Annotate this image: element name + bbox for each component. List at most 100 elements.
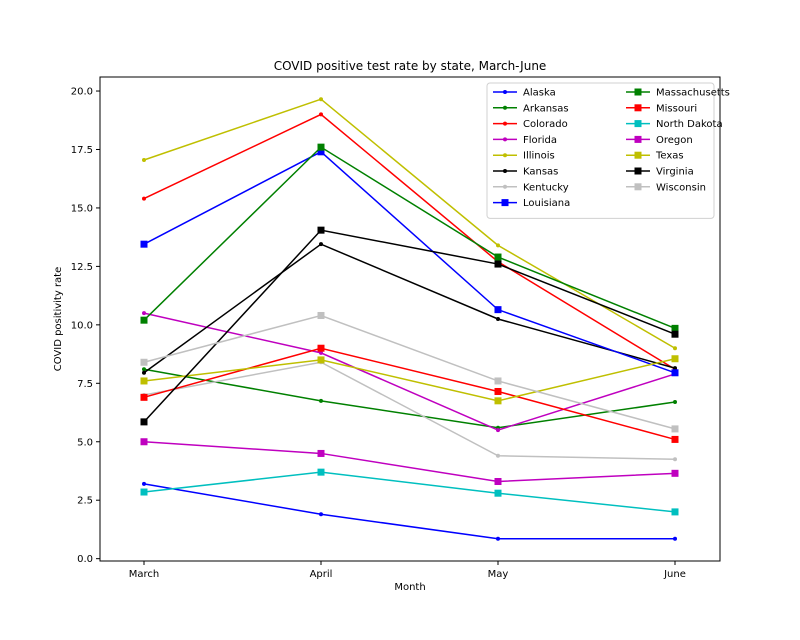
legend-item-virginia: Virginia bbox=[626, 167, 694, 178]
data-point bbox=[494, 377, 502, 385]
data-point bbox=[142, 311, 146, 316]
data-point bbox=[140, 316, 148, 324]
legend-marker bbox=[503, 137, 507, 142]
legend-marker bbox=[634, 183, 642, 191]
legend-label: Massachusetts bbox=[656, 88, 730, 99]
series-louisiana bbox=[140, 148, 679, 377]
legend-item-colorado: Colorado bbox=[493, 119, 568, 130]
legend-item-wisconsin: Wisconsin bbox=[626, 182, 706, 193]
data-point bbox=[671, 369, 679, 377]
data-point bbox=[496, 317, 500, 321]
data-point bbox=[317, 226, 325, 234]
data-point bbox=[671, 508, 679, 516]
data-point bbox=[140, 377, 148, 385]
legend-marker bbox=[503, 90, 507, 94]
x-tick-label: March bbox=[129, 569, 159, 580]
data-point bbox=[671, 355, 679, 363]
series-line bbox=[143, 150, 676, 374]
plot-frame bbox=[99, 76, 721, 562]
data-point bbox=[496, 243, 500, 248]
legend-marker bbox=[503, 153, 507, 158]
data-point bbox=[496, 428, 500, 433]
series-line bbox=[143, 471, 676, 513]
legend-marker bbox=[634, 135, 642, 143]
data-point bbox=[142, 367, 146, 372]
data-point bbox=[319, 97, 323, 102]
y-tick-label: 2.5 bbox=[77, 496, 93, 507]
series-line bbox=[143, 347, 676, 441]
legend-marker bbox=[634, 104, 642, 112]
legend-marker bbox=[503, 121, 507, 126]
legend-marker bbox=[503, 184, 507, 189]
series-line bbox=[143, 312, 676, 431]
series-line bbox=[143, 243, 676, 374]
legend-label: Louisiana bbox=[523, 198, 570, 209]
data-point bbox=[494, 260, 502, 268]
legend-marker bbox=[634, 88, 642, 96]
data-point bbox=[494, 306, 502, 314]
data-point bbox=[494, 397, 502, 405]
data-point bbox=[494, 387, 502, 395]
legend-item-florida: Florida bbox=[493, 135, 557, 146]
series-alaska bbox=[142, 481, 677, 541]
legend-marker bbox=[503, 169, 507, 173]
data-point bbox=[496, 536, 500, 541]
x-tick-label: June bbox=[663, 569, 686, 580]
legend-box bbox=[486, 82, 715, 219]
data-point bbox=[317, 148, 325, 156]
series-line bbox=[143, 361, 676, 461]
y-tick-label: 10.0 bbox=[71, 320, 93, 331]
data-point bbox=[140, 393, 148, 401]
legend-label: Colorado bbox=[523, 119, 568, 130]
data-point bbox=[140, 488, 148, 496]
legend-label: Kentucky bbox=[523, 182, 569, 193]
data-point bbox=[317, 356, 325, 364]
data-point bbox=[142, 370, 146, 375]
legend-label: Alaska bbox=[523, 88, 556, 99]
data-point bbox=[671, 324, 679, 332]
x-tick-label: May bbox=[488, 569, 509, 580]
data-point bbox=[671, 425, 679, 433]
legend-label: Texas bbox=[655, 151, 684, 162]
data-point bbox=[319, 242, 323, 247]
legend-item-oregon: Oregon bbox=[626, 135, 693, 146]
data-point bbox=[673, 400, 677, 405]
data-point bbox=[140, 418, 148, 426]
data-point bbox=[140, 240, 148, 248]
data-point bbox=[494, 489, 502, 497]
series-virginia bbox=[140, 226, 679, 426]
data-point bbox=[494, 253, 502, 261]
data-point bbox=[317, 468, 325, 476]
series-north-dakota bbox=[140, 468, 679, 516]
x-tick-label: April bbox=[310, 569, 333, 580]
series-line bbox=[143, 229, 676, 423]
legend: Alaska Arkansas Colorado Florida Illinois Kan… bbox=[486, 82, 730, 219]
legend-label: Virginia bbox=[656, 167, 694, 178]
data-point bbox=[317, 143, 325, 151]
y-tick-label: 7.5 bbox=[77, 379, 93, 390]
data-point bbox=[319, 350, 323, 355]
legend-item-massachusetts: Massachusetts bbox=[626, 88, 730, 99]
data-point bbox=[140, 438, 148, 446]
series-massachusetts bbox=[140, 143, 679, 332]
chart-marks bbox=[140, 97, 679, 541]
legend-item-arkansas: Arkansas bbox=[493, 103, 569, 114]
y-tick-label: 20.0 bbox=[71, 87, 93, 98]
series-wisconsin bbox=[140, 311, 679, 433]
data-point bbox=[673, 457, 677, 462]
legend-marker bbox=[634, 120, 642, 128]
data-point bbox=[317, 344, 325, 352]
series-kansas bbox=[142, 242, 677, 375]
legend-label: Oregon bbox=[656, 135, 693, 146]
legend-label: Wisconsin bbox=[656, 182, 706, 193]
series-line bbox=[143, 358, 676, 402]
legend-label: Florida bbox=[523, 135, 557, 146]
y-axis: 0.0 2.5 5.0 7.5 10.0 12.5 15.0 17.5 20.0 bbox=[71, 87, 100, 565]
data-point bbox=[671, 469, 679, 477]
data-point bbox=[671, 435, 679, 443]
series-line bbox=[143, 441, 676, 483]
legend-label: Arkansas bbox=[523, 103, 569, 114]
data-point bbox=[319, 512, 323, 517]
series-line bbox=[143, 146, 676, 330]
